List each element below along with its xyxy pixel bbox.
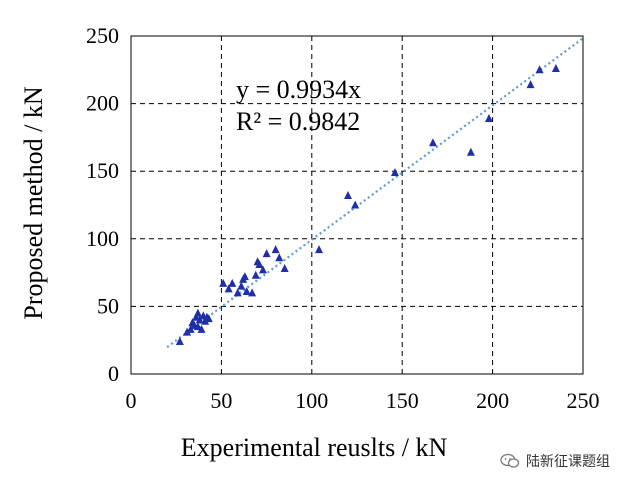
data-point — [351, 200, 360, 209]
data-point — [204, 314, 213, 323]
x-tick-label: 100 — [295, 388, 328, 413]
data-point — [237, 281, 246, 290]
data-point — [255, 259, 264, 268]
data-point — [551, 63, 560, 72]
data-point — [258, 265, 267, 274]
watermark: 陆新征课题组 — [500, 451, 610, 471]
data-point — [183, 327, 192, 336]
data-point — [248, 288, 257, 297]
y-tick-label: 250 — [86, 23, 119, 48]
data-point — [197, 324, 206, 333]
data-point — [195, 315, 204, 324]
y-axis-title: Proposed method / kN — [19, 86, 48, 319]
data-point — [535, 65, 544, 74]
r-squared-label: R² = 0.9842 — [236, 107, 360, 136]
data-point — [262, 249, 271, 258]
data-point — [233, 288, 242, 297]
y-tick-label: 50 — [97, 293, 119, 318]
data-point — [315, 245, 324, 254]
y-tick-label: 200 — [86, 91, 119, 116]
data-point — [186, 324, 195, 333]
grid-lines — [131, 36, 583, 374]
data-point — [224, 284, 233, 293]
y-tick-labels: 0 50 100 150 200 250 — [86, 23, 119, 386]
data-point — [201, 316, 210, 325]
data-point — [175, 337, 184, 346]
trendline-equation: y = 0.9934x — [236, 75, 361, 104]
data-point — [343, 191, 352, 200]
data-points — [175, 63, 560, 346]
data-point — [240, 272, 249, 281]
data-point — [228, 278, 237, 287]
data-point — [390, 168, 399, 177]
wechat-icon — [500, 453, 520, 468]
watermark-text: 陆新征课题组 — [526, 454, 610, 470]
data-point — [466, 147, 475, 156]
data-point — [484, 113, 493, 122]
data-point — [428, 138, 437, 147]
y-tick-label: 0 — [108, 361, 119, 386]
x-tick-label: 50 — [210, 388, 232, 413]
x-tick-label: 250 — [567, 388, 600, 413]
data-point — [275, 253, 284, 262]
data-point — [193, 308, 202, 317]
data-point — [526, 80, 535, 89]
data-point — [251, 270, 260, 279]
data-point — [242, 287, 251, 296]
x-axis-title: Experimental reuslts / kN — [181, 433, 448, 462]
x-tick-label: 150 — [386, 388, 419, 413]
data-point — [280, 264, 289, 273]
x-tick-label: 0 — [126, 388, 137, 413]
x-tick-label: 200 — [476, 388, 509, 413]
y-tick-label: 100 — [86, 226, 119, 251]
data-point — [219, 278, 228, 287]
x-tick-labels: 0 50 100 150 200 250 — [126, 388, 600, 413]
y-tick-label: 150 — [86, 158, 119, 183]
data-point — [271, 245, 280, 254]
